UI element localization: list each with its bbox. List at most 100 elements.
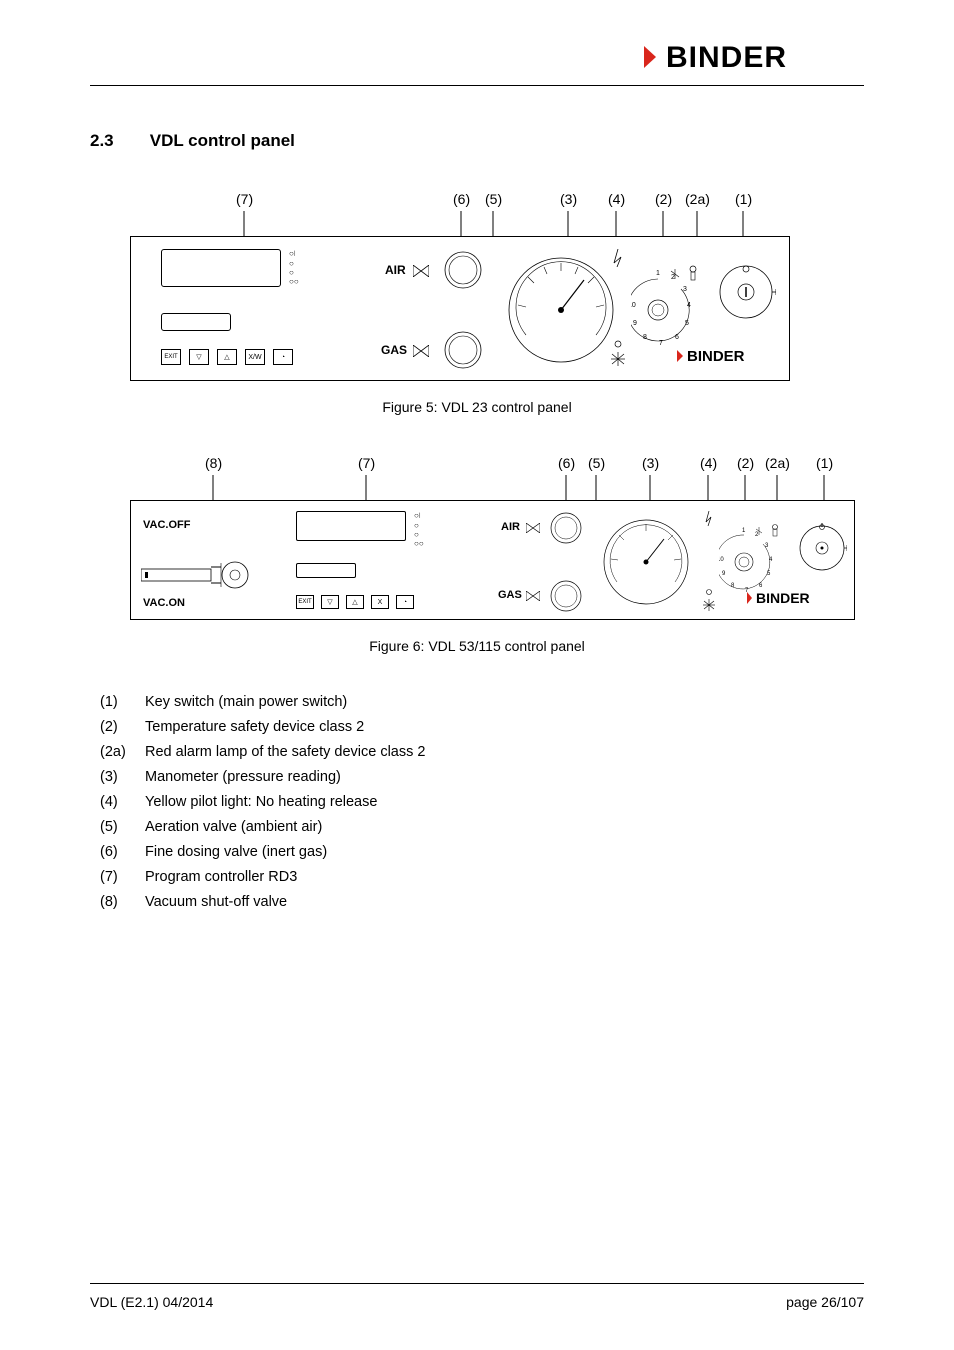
footer-page-num: page 26/107 xyxy=(786,1294,864,1310)
pilot-light-icon xyxy=(611,249,625,267)
legend-item: (6)Fine dosing valve (inert gas) xyxy=(100,844,864,860)
rd3-display-main xyxy=(296,511,406,541)
pilot-light-nh-icon xyxy=(609,340,627,368)
rd3-xw-button[interactable]: X/W xyxy=(245,349,265,365)
callout: (2a) xyxy=(685,191,710,207)
panel-brand-logo: BINDER xyxy=(677,347,777,370)
vacuum-shutoff-valve[interactable] xyxy=(141,559,251,591)
svg-text:8: 8 xyxy=(731,583,735,589)
svg-text:9: 9 xyxy=(722,571,726,577)
svg-text:7: 7 xyxy=(659,340,663,347)
gas-label: GAS xyxy=(498,589,522,601)
fine-dosing-valve[interactable] xyxy=(549,511,583,545)
callout: (6) xyxy=(453,191,470,207)
aeration-valve[interactable] xyxy=(443,330,483,370)
pilot-light-nh-icon xyxy=(701,589,717,613)
air-label: AIR xyxy=(501,521,520,533)
fig5-panel: ○⦚○○○○ EXIT ▽ △ X/W ◔ AIR GAS xyxy=(130,236,790,381)
legend-item: (3)Manometer (pressure reading) xyxy=(100,769,864,785)
rd3-status-leds: ○⦚○○○○ xyxy=(414,511,424,548)
rd3-xw-button[interactable]: X xyxy=(371,595,389,609)
aeration-valve[interactable] xyxy=(549,579,583,613)
figure-6: (8) (7) (6) (5) (3) (4) (2) (2a) (1) VAC… xyxy=(130,455,864,620)
callout: (5) xyxy=(588,455,605,471)
key-switch[interactable] xyxy=(716,262,776,322)
legend-item: (2a)Red alarm lamp of the safety device … xyxy=(100,744,864,760)
rd3-up-button[interactable]: △ xyxy=(217,349,237,365)
callout: (4) xyxy=(608,191,625,207)
rd3-display-sub xyxy=(296,563,356,578)
svg-text:BINDER: BINDER xyxy=(756,590,810,606)
svg-text:BINDER: BINDER xyxy=(687,348,745,365)
page-footer: VDL (E2.1) 04/2014 page 26/107 xyxy=(90,1283,864,1310)
callout: (4) xyxy=(700,455,717,471)
svg-text:10: 10 xyxy=(631,302,636,309)
fine-dosing-valve[interactable] xyxy=(443,250,483,290)
svg-text:1: 1 xyxy=(656,270,660,277)
header-rule xyxy=(90,85,864,86)
rd3-down-button[interactable]: ▽ xyxy=(189,349,209,365)
callout: (3) xyxy=(642,455,659,471)
callout: (7) xyxy=(358,455,375,471)
rd3-controller: ○⦚○○○○ EXIT ▽ △ X ◔ xyxy=(296,509,456,613)
fig6-panel: VAC.OFF VAC.ON ○⦚○○○○ EXIT ▽ △ X ◔ xyxy=(130,500,855,620)
legend-item: (7)Program controller RD3 xyxy=(100,869,864,885)
legend-list: (1)Key switch (main power switch) (2)Tem… xyxy=(100,694,864,910)
rd3-display-main xyxy=(161,249,281,287)
rd3-up-button[interactable]: △ xyxy=(346,595,364,609)
svg-text:2: 2 xyxy=(755,532,759,538)
legend-item: (5)Aeration valve (ambient air) xyxy=(100,819,864,835)
manometer xyxy=(601,517,691,607)
svg-text:3: 3 xyxy=(683,286,687,293)
callout: (5) xyxy=(485,191,502,207)
svg-text:2: 2 xyxy=(671,274,675,281)
callout: (8) xyxy=(205,455,222,471)
rd3-exit-button[interactable]: EXIT xyxy=(296,595,314,609)
svg-text:3: 3 xyxy=(765,543,769,549)
key-switch[interactable] xyxy=(797,523,847,573)
callout: (1) xyxy=(816,455,833,471)
legend-item: (2)Temperature safety device class 2 xyxy=(100,719,864,735)
gas-label: GAS xyxy=(381,343,407,357)
callout: (7) xyxy=(236,191,253,207)
callout: (3) xyxy=(560,191,577,207)
panel-brand-logo: BINDER xyxy=(747,590,842,611)
callout: (6) xyxy=(558,455,575,471)
section-heading: 2.3 VDL control panel xyxy=(90,131,864,151)
svg-text:4: 4 xyxy=(769,557,773,563)
fig5-callouts: (7) (6) (5) (3) (4) (2) (2a) (1) xyxy=(130,191,790,236)
rd3-controller: ○⦚○○○○ EXIT ▽ △ X/W ◔ xyxy=(161,249,336,369)
legend-item: (8)Vacuum shut-off valve xyxy=(100,894,864,910)
rd3-status-leds: ○⦚○○○○ xyxy=(289,249,299,286)
legend-item: (1)Key switch (main power switch) xyxy=(100,694,864,710)
footer-doc-id: VDL (E2.1) 04/2014 xyxy=(90,1294,213,1310)
rd3-down-button[interactable]: ▽ xyxy=(321,595,339,609)
fig5-caption: Figure 5: VDL 23 control panel xyxy=(90,399,864,415)
svg-text:10: 10 xyxy=(719,557,724,563)
rd3-exit-button[interactable]: EXIT xyxy=(161,349,181,365)
callout: (2a) xyxy=(765,455,790,471)
svg-text:6: 6 xyxy=(675,334,679,341)
vac-off-label: VAC.OFF xyxy=(143,519,190,531)
callout: (2) xyxy=(655,191,672,207)
rd3-display-sub xyxy=(161,313,231,331)
rd3-timer-button[interactable]: ◔ xyxy=(396,595,414,609)
svg-text:5: 5 xyxy=(767,571,771,577)
rd3-timer-button[interactable]: ◔ xyxy=(273,349,293,365)
svg-text:9: 9 xyxy=(633,320,637,327)
pilot-light-icon xyxy=(703,511,715,526)
air-label: AIR xyxy=(385,263,406,277)
svg-text:4: 4 xyxy=(687,302,691,309)
svg-text:8: 8 xyxy=(643,334,647,341)
svg-text:BINDER: BINDER xyxy=(666,41,787,74)
vac-on-label: VAC.ON xyxy=(143,597,185,609)
section-number: 2.3 xyxy=(90,131,145,151)
manometer xyxy=(506,255,616,365)
callout: (2) xyxy=(737,455,754,471)
svg-text:1: 1 xyxy=(742,528,746,534)
section-title-text: VDL control panel xyxy=(150,131,295,150)
brand-logo-header: BINDER xyxy=(90,40,864,79)
figure-5: (7) (6) (5) (3) (4) (2) (2a) (1) xyxy=(130,191,864,381)
svg-text:6: 6 xyxy=(759,583,763,589)
fig6-callouts: (8) (7) (6) (5) (3) (4) (2) (2a) (1) xyxy=(130,455,855,500)
